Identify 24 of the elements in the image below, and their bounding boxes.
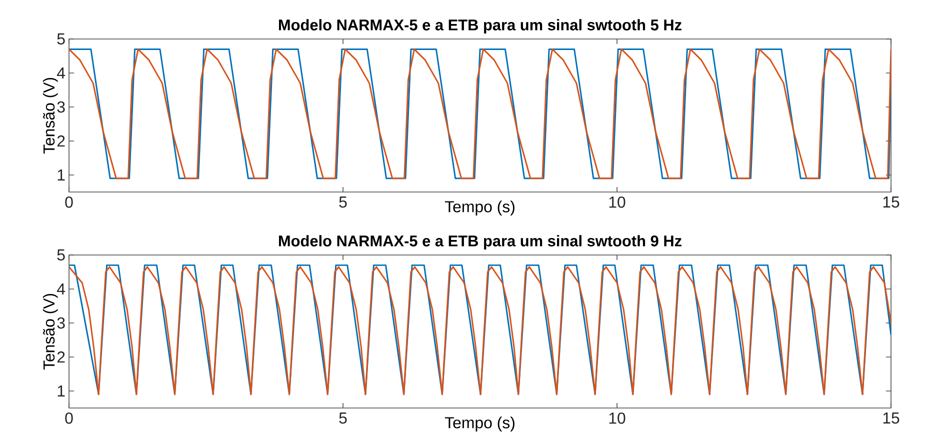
x-axis-title: Tempo (s): [444, 200, 514, 216]
y-tick-label: 1: [58, 386, 65, 396]
y-tick-label: 2: [57, 351, 65, 363]
chart-title: Modelo NARMAX-5 e a ETB para um sinal swtooth 5 Hz: [278, 19, 682, 34]
x-tick-label: 0: [65, 412, 73, 424]
y-axis-title: Tensão (V): [42, 294, 58, 370]
x-tick-label: 5: [339, 196, 347, 208]
x-tick-label: 10: [609, 412, 626, 424]
chart-title: Modelo NARMAX-5 e a ETB para um sinal swtooth 9 Hz: [278, 235, 682, 250]
x-tick-label: 10: [609, 196, 626, 208]
y-tick-label: 2: [57, 135, 65, 147]
x-axis-title: Tempo (s): [444, 416, 514, 432]
y-axis-title: Tensão (V): [42, 78, 58, 154]
x-tick-label: 0: [65, 196, 73, 208]
y-tick-label: 4: [56, 284, 66, 294]
y-tick-label: 3: [57, 101, 65, 113]
y-tick-label: 5: [57, 249, 65, 261]
y-tick-label: 5: [57, 33, 65, 45]
y-tick-label: 3: [57, 317, 65, 329]
x-tick-label: 5: [339, 412, 347, 424]
x-tick-label: 15: [883, 412, 900, 424]
y-tick-label: 4: [56, 68, 66, 78]
y-tick-label: 1: [58, 170, 65, 180]
x-tick-label: 15: [883, 196, 900, 208]
